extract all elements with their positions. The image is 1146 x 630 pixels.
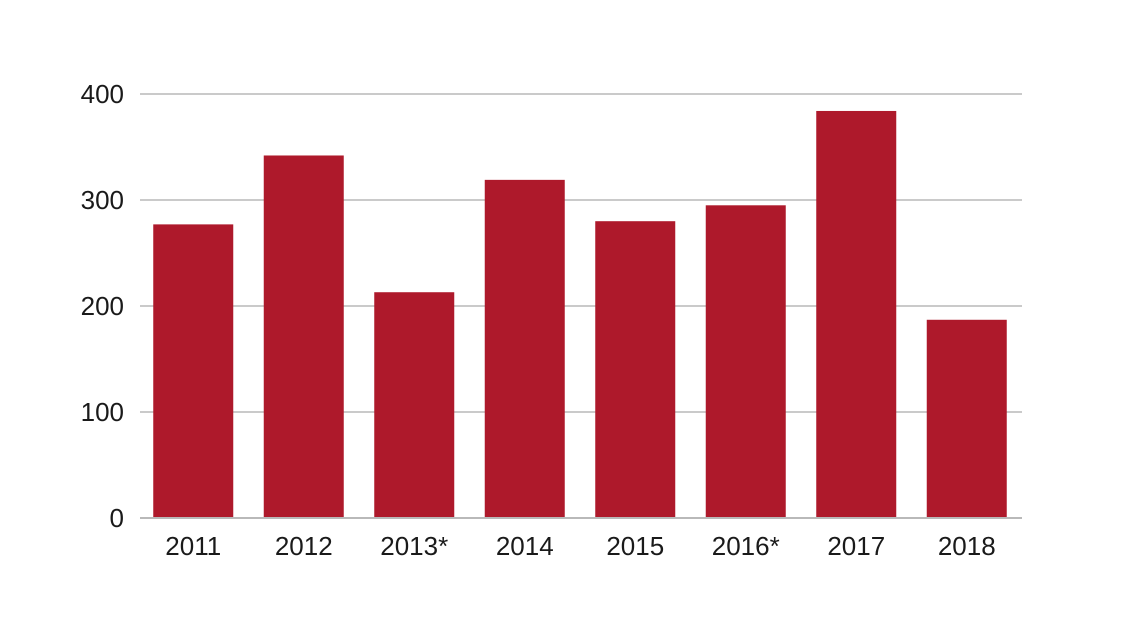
bar-2017 xyxy=(816,110,897,519)
y-axis-ticks: 0 100 200 300 400 xyxy=(81,79,124,533)
bar-2011 xyxy=(153,224,234,518)
bar-2015 xyxy=(595,221,676,518)
x-tick-label: 2014 xyxy=(496,531,554,561)
bars xyxy=(153,110,1007,519)
y-tick-label: 300 xyxy=(81,185,124,215)
y-tick-label: 200 xyxy=(81,291,124,321)
bar-2018 xyxy=(926,319,1007,518)
x-tick-label: 2018 xyxy=(938,531,996,561)
y-tick-label: 400 xyxy=(81,79,124,109)
x-axis-ticks: 2011 2012 2013* 2014 2015 2016* 2017 2018 xyxy=(165,531,995,561)
bar-2013 xyxy=(374,292,455,518)
x-tick-label: 2012 xyxy=(275,531,333,561)
y-tick-label: 100 xyxy=(81,397,124,427)
x-tick-label: 2013* xyxy=(380,531,448,561)
x-tick-label: 2015 xyxy=(606,531,664,561)
x-tick-label: 2016* xyxy=(712,531,780,561)
x-tick-label: 2017 xyxy=(827,531,885,561)
y-tick-label: 0 xyxy=(110,503,124,533)
bar-2014 xyxy=(484,179,565,519)
bar-2016 xyxy=(705,205,786,519)
x-tick-label: 2011 xyxy=(165,531,221,561)
bar-2012 xyxy=(263,155,344,519)
